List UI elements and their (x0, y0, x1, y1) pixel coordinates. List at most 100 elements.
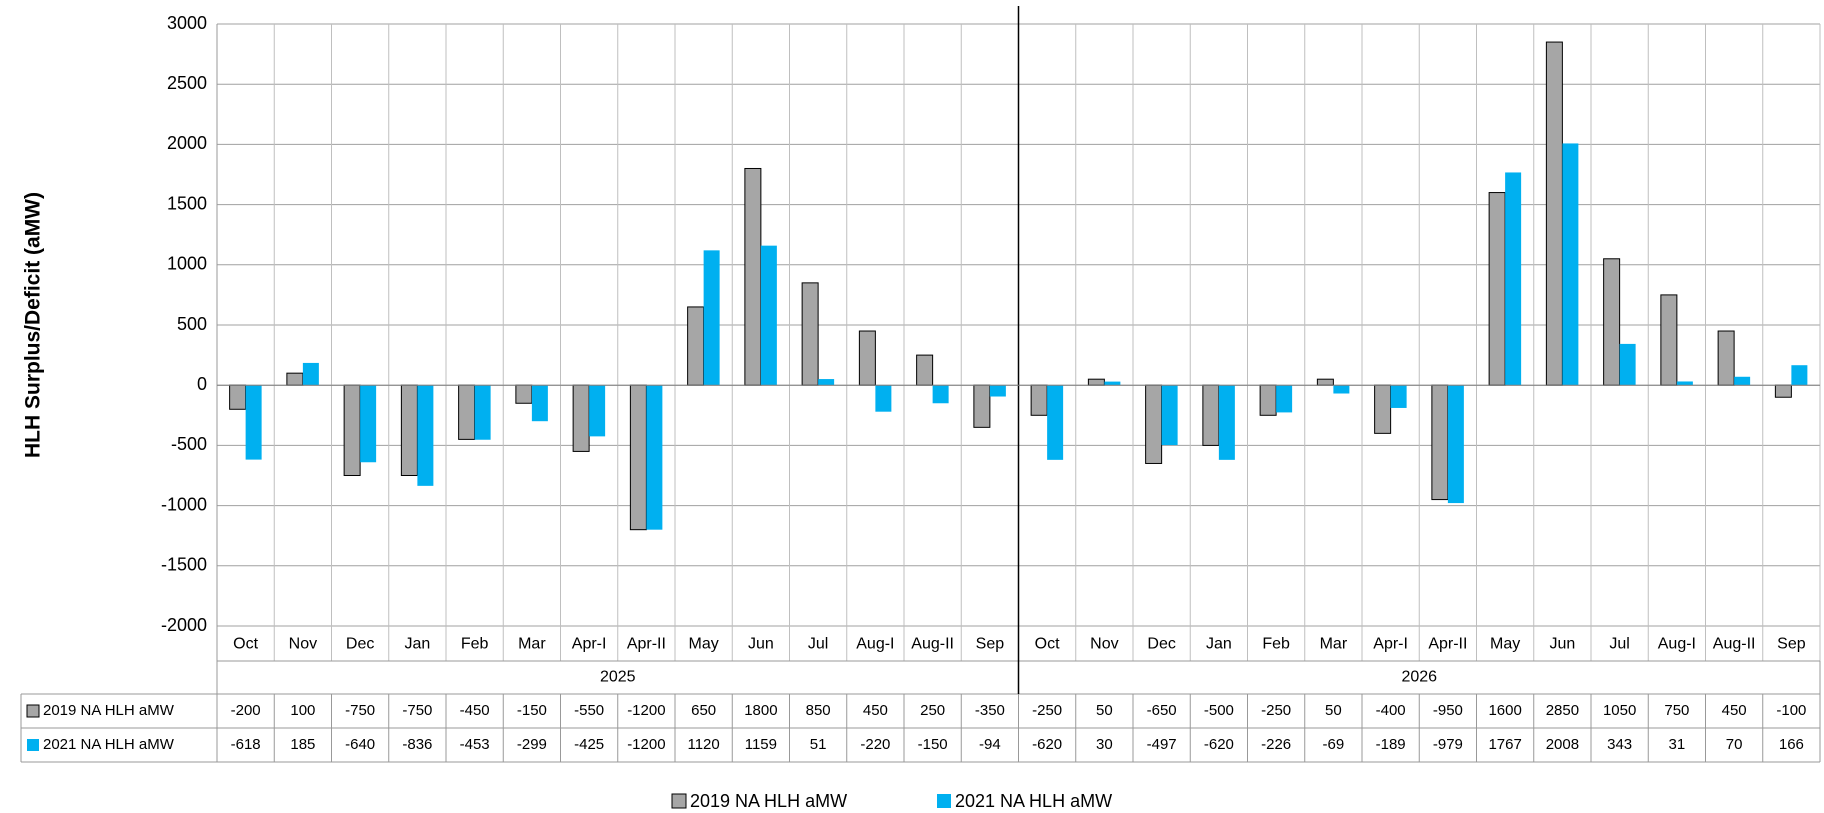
year-label: 2026 (1401, 669, 1437, 686)
table-cell: -550 (574, 702, 604, 719)
y-tick-label: 1500 (167, 193, 207, 213)
bar (973, 384, 991, 428)
y-tick-label: -2000 (161, 615, 207, 635)
bar (1390, 385, 1407, 408)
bar (801, 282, 819, 386)
x-tick-label: Nov (1090, 636, 1118, 653)
bar (1145, 384, 1163, 464)
table-row-header: 2021 NA HLH aMW (43, 736, 175, 753)
bar (1676, 381, 1693, 386)
table-cell: 450 (863, 702, 888, 719)
table-cell: 70 (1726, 736, 1743, 753)
table-cell: -94 (979, 736, 1001, 753)
bar (302, 362, 319, 386)
table-cell: 31 (1669, 736, 1686, 753)
table-cell: 1767 (1488, 736, 1521, 753)
table-cell: -226 (1261, 736, 1291, 753)
x-tick-label: May (1490, 636, 1520, 653)
table-cell: 166 (1779, 736, 1804, 753)
bar (744, 167, 762, 386)
table-cell: -1200 (627, 736, 665, 753)
y-tick-label: 2500 (167, 73, 207, 93)
table-cell: -1200 (627, 702, 665, 719)
x-tick-label: Mar (1320, 636, 1348, 653)
table-cell: -453 (460, 736, 490, 753)
bar (1047, 385, 1064, 460)
bar (875, 385, 892, 412)
legend-label: 2021 NA HLH aMW (955, 791, 1112, 811)
x-tick-label: Jun (748, 636, 774, 653)
x-tick-label: May (689, 636, 719, 653)
bar (229, 384, 247, 410)
bar (572, 384, 590, 452)
table-cell: 343 (1607, 736, 1632, 753)
table-cell: -425 (574, 736, 604, 753)
bar (417, 385, 434, 486)
table-cell: -450 (460, 702, 490, 719)
table-cell: -500 (1204, 702, 1234, 719)
bar (1202, 384, 1220, 446)
y-tick-label: -1500 (161, 555, 207, 575)
legend-key (671, 793, 687, 809)
x-tick-label: Jan (404, 636, 430, 653)
table-cell: -620 (1032, 736, 1062, 753)
x-tick-label: Apr-II (1428, 636, 1467, 653)
bar (629, 384, 647, 531)
table-cell: -189 (1376, 736, 1406, 753)
table-row-header: 2019 NA HLH aMW (43, 702, 175, 719)
table-cell: 30 (1096, 736, 1113, 753)
y-tick-label: -1000 (161, 494, 207, 514)
table-cell: 1800 (744, 702, 777, 719)
bar (703, 250, 720, 386)
bar (286, 372, 304, 386)
table-cell: -299 (517, 736, 547, 753)
bar (1259, 384, 1277, 416)
table-cell: -400 (1376, 702, 1406, 719)
bar (1791, 365, 1808, 386)
x-tick-label: Feb (1262, 636, 1290, 653)
table-cell: 50 (1325, 702, 1342, 719)
x-tick-label: Aug-II (911, 636, 954, 653)
bar (360, 385, 377, 463)
table-cell: -640 (345, 736, 375, 753)
bar (515, 384, 533, 404)
table-cell: 1050 (1603, 702, 1636, 719)
table-cell: -497 (1147, 736, 1177, 753)
x-tick-label: Dec (1147, 636, 1175, 653)
table-cell: -750 (402, 702, 432, 719)
table-cell: 100 (290, 702, 315, 719)
x-tick-label: Oct (1035, 636, 1060, 653)
bar (1619, 343, 1636, 386)
table-cell: 2850 (1546, 702, 1579, 719)
bar (474, 385, 491, 440)
bar (932, 385, 949, 404)
table-cell: -950 (1433, 702, 1463, 719)
y-tick-label: 0 (197, 374, 207, 394)
legend-key (937, 794, 951, 808)
x-tick-label: Apr-II (627, 636, 666, 653)
bar (818, 379, 835, 386)
x-tick-label: Jul (808, 636, 828, 653)
y-axis-title: HLH Surplus/Deficit (aMW) (22, 192, 45, 458)
table-cell: 1120 (687, 736, 719, 753)
x-tick-label: Aug-II (1713, 636, 1756, 653)
table-cell: 50 (1096, 702, 1113, 719)
table-cell: -350 (975, 702, 1005, 719)
table-cell: -250 (1261, 702, 1291, 719)
table-legend-key (27, 739, 39, 751)
table-cell: -618 (231, 736, 261, 753)
x-tick-label: Apr-I (1373, 636, 1408, 653)
table-legend-key (26, 704, 40, 718)
table-cell: -250 (1032, 702, 1062, 719)
bar (343, 384, 361, 477)
table-cell: 1159 (745, 736, 777, 753)
table-cell: -69 (1323, 736, 1345, 753)
bar (1447, 385, 1464, 504)
table-cell: -750 (345, 702, 375, 719)
table-cell: -979 (1433, 736, 1463, 753)
bar (1030, 384, 1048, 416)
bar (1717, 330, 1735, 386)
x-tick-label: Sep (1777, 636, 1806, 653)
x-tick-label: Nov (289, 636, 317, 653)
